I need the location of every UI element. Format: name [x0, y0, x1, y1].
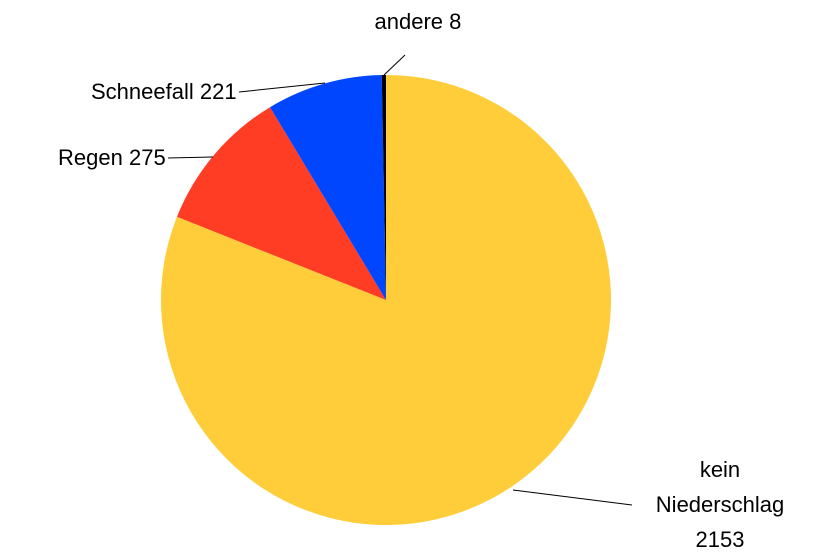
- category-name: Schneefall: [91, 79, 194, 104]
- pie-slice: [381, 75, 386, 300]
- leader-line: [512, 489, 633, 506]
- leader-line: [383, 54, 406, 76]
- slice-label: Regen 275: [58, 140, 166, 175]
- value-label: 275: [128, 145, 166, 170]
- slice-label: andere 8: [375, 4, 462, 39]
- category-name: andere: [374, 9, 444, 34]
- value-label: 8: [449, 9, 462, 34]
- category-name: Regen: [58, 145, 123, 170]
- category-name: kein Niederschlag: [655, 457, 785, 517]
- value-label: 2153: [695, 527, 745, 552]
- leader-line: [167, 156, 214, 159]
- pie-slice: [270, 75, 386, 301]
- value-label: 221: [199, 79, 237, 104]
- leader-line: [238, 82, 326, 93]
- slice-label: kein Niederschlag 2153: [645, 452, 795, 557]
- pie-slice: [176, 107, 386, 300]
- slice-label: Schneefall 221: [91, 74, 237, 109]
